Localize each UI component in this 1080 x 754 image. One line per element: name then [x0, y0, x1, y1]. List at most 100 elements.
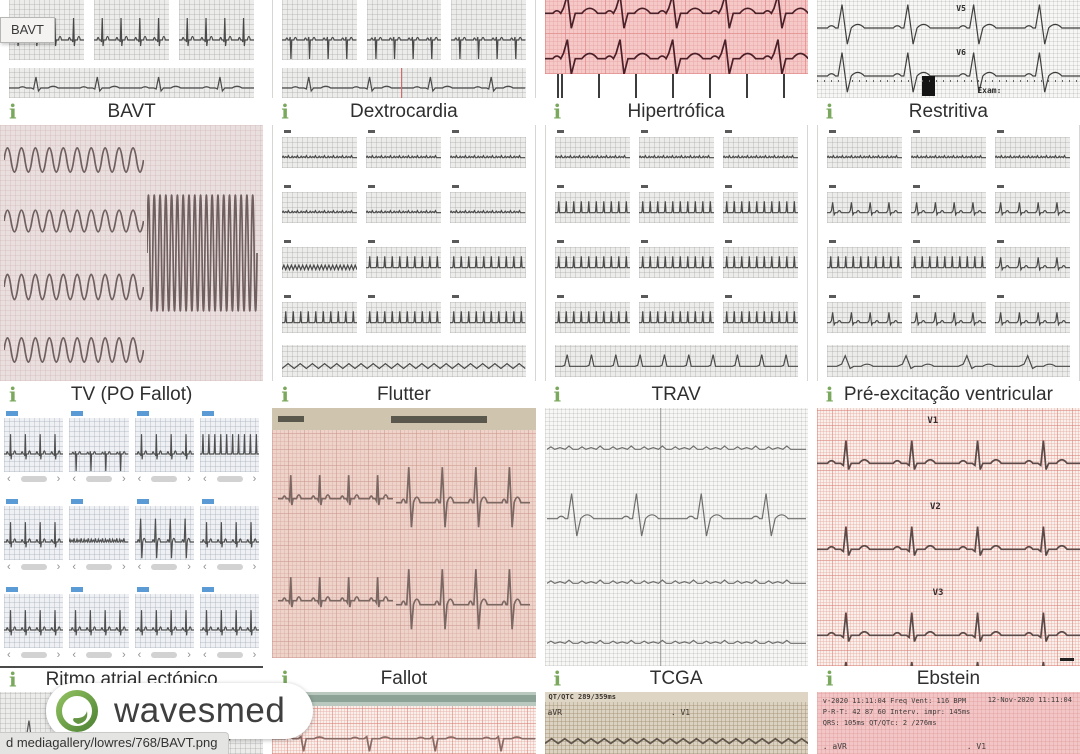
ecg-mini-panel	[826, 184, 902, 231]
ecg-mini-panel	[366, 294, 442, 341]
ecg-mini-panel	[282, 184, 358, 231]
lead-tag	[452, 295, 460, 298]
machine-text-line3: QRS: 105ms QT/QTc: 2 /276ms	[822, 719, 937, 728]
lead-tag	[912, 240, 920, 243]
lead-tag	[452, 185, 460, 188]
scroll-pill[interactable]	[151, 476, 178, 482]
prev-icon[interactable]: ‹	[137, 473, 142, 485]
ecg-mini-panel	[554, 129, 630, 176]
info-icon[interactable]: i	[9, 667, 17, 692]
lead-tag	[452, 240, 460, 243]
next-icon[interactable]: ›	[252, 473, 257, 485]
exam-label: Exam:	[977, 86, 1002, 95]
wavesmed-logo[interactable]: wavesmed	[46, 683, 314, 739]
thumbnail-ritmo-atrial[interactable]: ‹ › ‹ › ‹ › ‹ › ‹ › ‹ › ‹ › ‹ › ‹ › ‹ › ‹ › ‹ ›	[0, 408, 264, 668]
thumbnail-hipertrofica[interactable]	[544, 0, 808, 98]
prev-icon[interactable]: ‹	[72, 561, 76, 573]
info-icon[interactable]: i	[825, 666, 834, 691]
thumbnail-partial-4[interactable]: v-2020 11:11:04 Freq Vent: 116 BPM P-R-T…	[816, 692, 1080, 754]
next-icon[interactable]: ›	[187, 561, 191, 573]
lead-tag	[912, 130, 920, 133]
prev-icon[interactable]: ‹	[202, 473, 207, 485]
next-icon[interactable]: ›	[56, 473, 61, 485]
gallery-item-ebstein: V1 V2 V3 i Ebstein	[816, 408, 1080, 692]
lead-label-v1: . V1	[966, 742, 987, 751]
scroll-pill[interactable]	[216, 564, 243, 570]
next-icon[interactable]: ›	[56, 649, 61, 661]
lead-tag	[284, 295, 292, 298]
next-icon[interactable]: ›	[187, 473, 191, 485]
lead-tag	[6, 411, 18, 416]
scroll-pill[interactable]	[20, 652, 47, 658]
info-icon[interactable]: i	[281, 382, 289, 407]
thumbnail-flutter[interactable]	[272, 125, 536, 381]
scroll-pill[interactable]	[151, 652, 178, 658]
info-icon[interactable]: i	[553, 99, 562, 124]
prev-icon[interactable]: ‹	[7, 561, 11, 573]
wavesmed-ring-icon	[56, 690, 98, 732]
scroll-pill[interactable]	[216, 476, 243, 482]
ecg-mini-panel	[826, 239, 902, 286]
ecg-mini-panel	[638, 239, 714, 286]
scroll-pill[interactable]	[20, 476, 47, 482]
scroll-pill[interactable]	[151, 564, 178, 570]
caption-tcga: TCGA	[649, 668, 703, 689]
next-icon[interactable]: ›	[252, 649, 257, 661]
next-icon[interactable]: ›	[121, 473, 126, 485]
thumbnail-restritiva[interactable]: V5 V6 Exam:	[816, 0, 1080, 98]
prev-icon[interactable]: ‹	[137, 561, 142, 573]
next-icon[interactable]: ›	[56, 561, 61, 573]
gallery-item-ritmo-atrial: ‹ › ‹ › ‹ › ‹ › ‹ › ‹ › ‹ › ‹ › ‹ › ‹ › ‹ › ‹ › i Ritmo atrial …	[0, 408, 264, 692]
info-icon[interactable]: i	[553, 382, 562, 407]
caption-fallot: Fallot	[380, 668, 428, 689]
thumbnail-bavt[interactable]	[0, 0, 264, 98]
thumbnail-ebstein[interactable]: V1 V2 V3	[816, 408, 1080, 666]
next-icon[interactable]: ›	[187, 649, 191, 661]
info-icon[interactable]: i	[825, 382, 834, 407]
prev-icon[interactable]: ‹	[72, 473, 76, 485]
gallery-item-tv-po-fallot: i TV (PO Fallot)	[0, 125, 264, 408]
thumbnail-partial-3[interactable]: QT/QTC 289/359ms aVR . V1	[544, 692, 808, 754]
thumbnail-trav[interactable]	[544, 125, 808, 381]
prev-icon[interactable]: ‹	[7, 649, 11, 661]
info-icon[interactable]: i	[9, 382, 17, 407]
next-icon[interactable]: ›	[252, 561, 257, 573]
lead-tag	[724, 130, 732, 133]
scroll-pill[interactable]	[85, 652, 112, 658]
prev-icon[interactable]: ‹	[202, 561, 207, 573]
lead-label-avr: aVR	[547, 708, 562, 717]
photo-header-band	[272, 408, 536, 430]
lead-tag	[368, 295, 376, 298]
lead-label-v1: V1	[927, 416, 939, 426]
ecg-mini-panel: ‹ ›	[134, 499, 194, 581]
scroll-pill[interactable]	[20, 564, 47, 570]
next-icon[interactable]: ›	[121, 649, 126, 661]
info-icon[interactable]: i	[553, 666, 562, 691]
lead-tag	[368, 185, 376, 188]
thumbnail-partial-2[interactable]	[272, 692, 536, 754]
thumbnail-tv-po-fallot[interactable]	[0, 125, 264, 381]
thumbnail-fallot[interactable]	[272, 408, 536, 666]
info-icon[interactable]: i	[825, 99, 834, 124]
prev-icon[interactable]: ‹	[7, 473, 11, 485]
thumbnail-pre-excitacao[interactable]	[816, 125, 1080, 381]
prev-icon[interactable]: ‹	[72, 649, 76, 661]
next-icon[interactable]: ›	[121, 561, 126, 573]
ecg-mini-panel: ‹ ›	[199, 499, 260, 581]
ecg-mini-panel	[722, 239, 798, 286]
ecg-mini-panel	[366, 239, 442, 286]
scroll-pill[interactable]	[216, 652, 243, 658]
gallery-item-trav: i TRAV	[544, 125, 808, 408]
thumbnail-dextrocardia[interactable]	[272, 0, 536, 98]
info-icon[interactable]: i	[281, 99, 289, 124]
info-icon[interactable]: i	[9, 99, 17, 124]
prev-icon[interactable]: ‹	[202, 649, 207, 661]
info-icon[interactable]: i	[281, 666, 289, 691]
thumbnail-tcga[interactable]	[544, 408, 808, 666]
caption-ebstein: Ebstein	[916, 668, 981, 689]
caption-restritiva: Restritiva	[908, 100, 988, 122]
caption-bavt: BAVT	[107, 100, 156, 122]
scroll-pill[interactable]	[85, 564, 112, 570]
prev-icon[interactable]: ‹	[137, 649, 142, 661]
scroll-pill[interactable]	[85, 476, 112, 482]
